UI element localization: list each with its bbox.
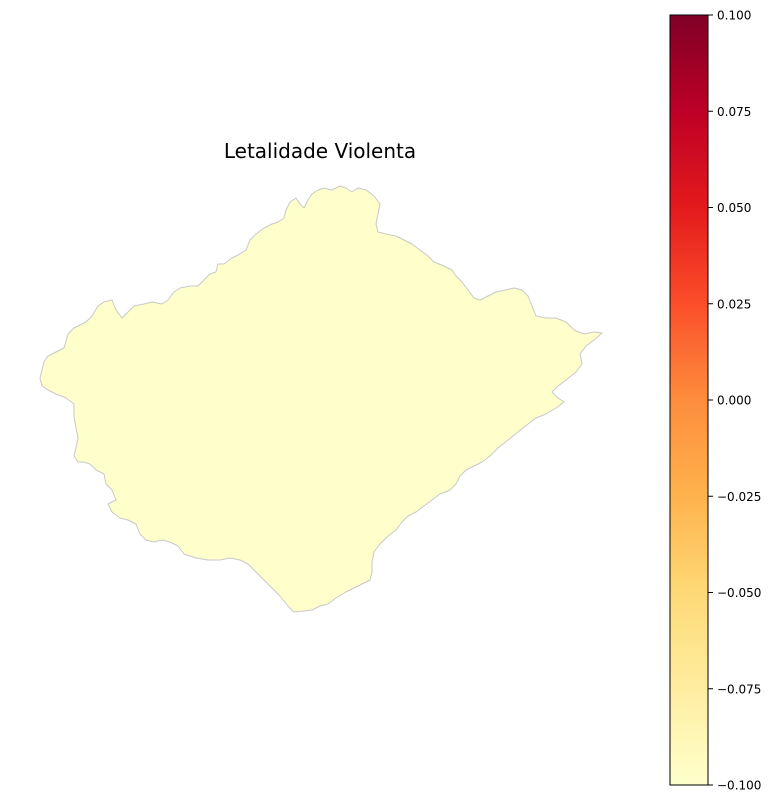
colorbar xyxy=(669,14,709,786)
colorbar-tick-label: 0.050 xyxy=(717,201,751,215)
colorbar-tick-label: −0.100 xyxy=(717,779,761,793)
colorbar-tick-label: −0.050 xyxy=(717,586,761,600)
map-title: Letalidade Violenta xyxy=(224,139,416,163)
colorbar-tick-label: 0.100 xyxy=(717,9,751,23)
colorbar-tick-label: 0.000 xyxy=(717,394,751,408)
colorbar-tick-label: −0.025 xyxy=(717,490,761,504)
colorbar-tick-label: 0.075 xyxy=(717,105,751,119)
municipality-region xyxy=(39,185,603,613)
colorbar-ticks: 0.100 0.075 0.050 0.025 0.000 −0.025 −0.050 −0.… xyxy=(708,9,761,793)
colorbar-tick-label: 0.025 xyxy=(717,297,751,311)
colorbar-tick-label: −0.075 xyxy=(717,682,761,696)
colorbar-gradient xyxy=(669,14,709,786)
